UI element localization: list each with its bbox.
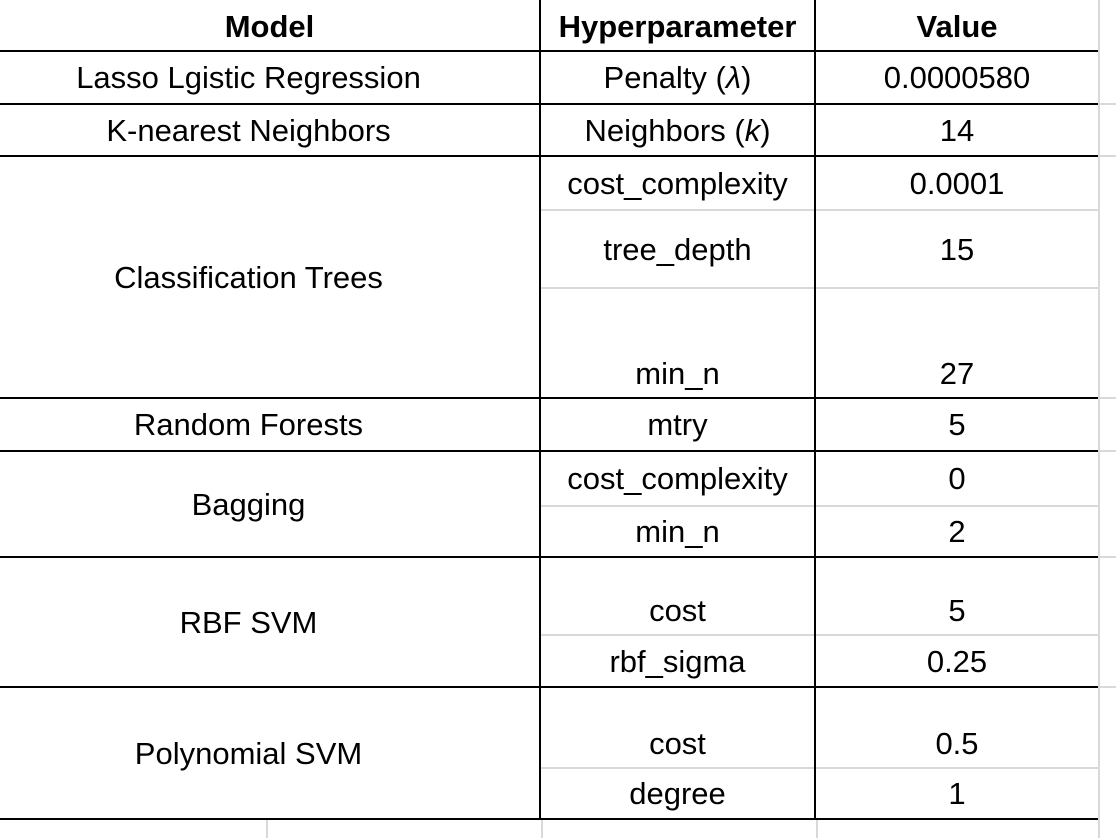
model-name: K-nearest Neighbors (106, 112, 391, 148)
value-cell: 27 (939, 356, 975, 391)
hyperparameter-cell: min_n (635, 514, 720, 549)
model-name: Bagging (191, 486, 306, 522)
table-border (0, 450, 1098, 452)
header-hyperparameter: Hyperparameter (558, 8, 797, 44)
table-border (0, 397, 1098, 399)
table-border (0, 818, 1098, 820)
grid-line (1100, 450, 1116, 452)
grid-line (541, 505, 815, 507)
value-cell: 5 (948, 593, 966, 628)
grid-line (816, 820, 818, 838)
value-cell: 0.0001 (909, 165, 1005, 201)
header-model: Model (224, 8, 315, 44)
model-name: Lasso Lgistic Regression (76, 60, 421, 95)
model-name: Polynomial SVM (134, 735, 363, 771)
hyperparameter-cell: mtry (647, 407, 708, 442)
header-value: Value (916, 8, 998, 44)
table-border (0, 50, 1098, 52)
model-name: Classification Trees (114, 259, 383, 295)
hyperparameter-cell: min_n (635, 356, 720, 391)
model-name: Random Forests (133, 407, 364, 442)
value-cell: 0.25 (926, 643, 988, 679)
grid-line (541, 287, 815, 289)
value-cell: 15 (939, 231, 975, 267)
table-border (0, 155, 1098, 157)
value-cell: 14 (939, 112, 975, 148)
grid-line (266, 820, 268, 838)
value-cell: 1 (948, 776, 966, 811)
value-cell: 2 (948, 514, 966, 549)
grid-line (816, 505, 1100, 507)
grid-line (1098, 0, 1100, 838)
value-cell: 5 (948, 407, 966, 442)
hyperparameter-cell: cost (649, 593, 706, 628)
hyperparameter-cell: Neighbors (k) (584, 112, 771, 148)
grid-line (541, 209, 815, 211)
value-cell: 0 (948, 461, 966, 496)
grid-line (816, 634, 1100, 636)
hyperparameter-cell: cost_complexity (567, 165, 788, 201)
table-border (0, 556, 1098, 558)
grid-line (816, 209, 1100, 211)
hyperparameter-cell: rbf_sigma (609, 643, 746, 679)
grid-line (541, 634, 815, 636)
value-cell: 0.0000580 (883, 60, 1031, 95)
grid-line (1100, 686, 1116, 688)
grid-line (816, 287, 1100, 289)
table-border (814, 0, 816, 820)
model-name: RBF SVM (179, 604, 318, 640)
grid-line (1100, 556, 1116, 558)
hyperparameter-cell: tree_depth (603, 231, 752, 267)
table-border (0, 103, 1098, 105)
grid-line (816, 767, 1100, 769)
grid-line (1100, 155, 1116, 157)
hyperparameter-cell: cost (649, 726, 706, 761)
table-border (0, 686, 1098, 688)
grid-line (1100, 397, 1116, 399)
grid-line (1100, 103, 1116, 105)
grid-line (541, 820, 543, 838)
hyperparameter-cell: Penalty (λ) (603, 60, 752, 95)
hyperparameter-cell: degree (629, 776, 726, 811)
value-cell: 0.5 (935, 726, 979, 761)
hyperparameter-cell: cost_complexity (567, 461, 788, 496)
grid-line (541, 767, 815, 769)
table-border (539, 0, 541, 820)
